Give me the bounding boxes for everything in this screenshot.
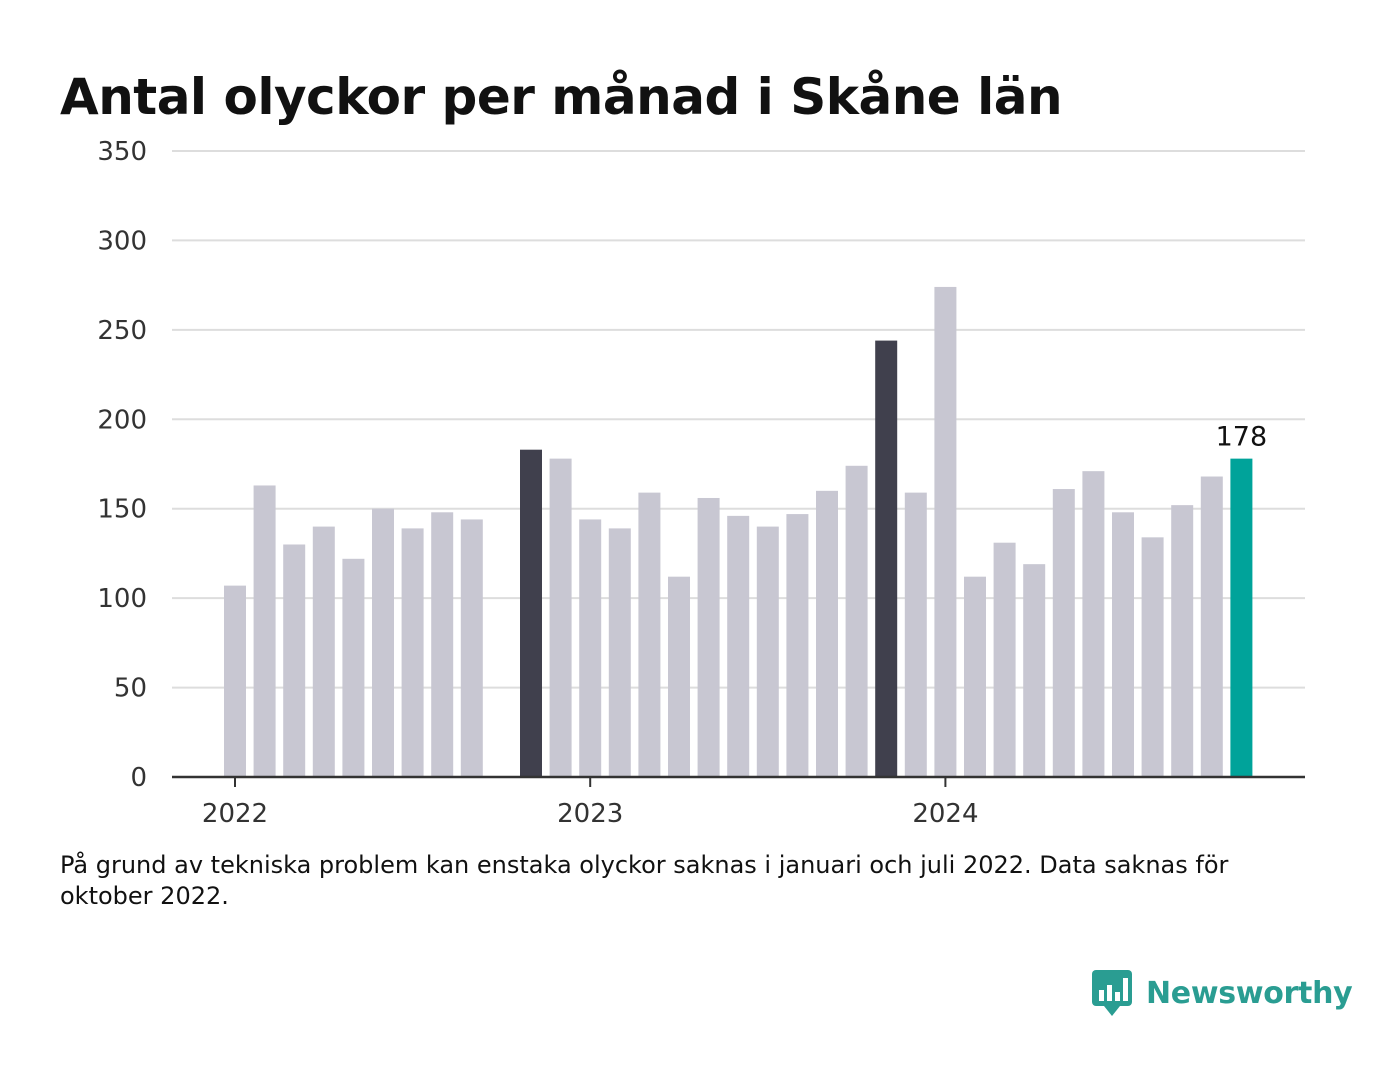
bar (579, 519, 602, 777)
bar (1023, 564, 1046, 777)
bar-highlight (875, 340, 898, 777)
bar (460, 519, 483, 777)
y-tick-label: 100 (97, 584, 147, 614)
bar (1200, 476, 1223, 777)
bar (372, 508, 394, 777)
bar (1082, 471, 1105, 777)
y-tick-label: 150 (97, 495, 147, 525)
bar (283, 544, 306, 777)
bar (1112, 512, 1134, 777)
bar (964, 576, 986, 777)
y-tick-label: 200 (97, 405, 147, 435)
bar (816, 490, 838, 777)
bar (224, 585, 246, 777)
bar (312, 526, 335, 777)
newsworthy-logo-icon (1092, 970, 1132, 1016)
bar-chart: 0 50 100 150 200 250 300 350 2022 2023 2024 178 (97, 137, 1305, 829)
x-axis-ticks: 2022 2023 2024 (202, 777, 978, 829)
bar (934, 286, 957, 777)
y-tick-label: 250 (97, 316, 147, 346)
bar (1141, 537, 1164, 777)
bar (342, 558, 365, 777)
bar (431, 512, 454, 777)
x-tick-label: 2023 (557, 799, 623, 829)
brand-logo: Newsworthy (1090, 968, 1353, 1018)
brand-name: Newsworthy (1146, 975, 1353, 1011)
bar (845, 465, 868, 777)
footnote: På grund av tekniska problem kan enstaka… (60, 851, 1229, 910)
bar-latest (1230, 458, 1253, 777)
y-tick-label: 0 (130, 763, 147, 793)
bar (727, 515, 750, 777)
bar (401, 528, 424, 777)
bar (253, 485, 276, 777)
y-tick-label: 350 (97, 137, 147, 167)
x-tick-label: 2022 (202, 799, 268, 829)
bars (224, 286, 1253, 777)
data-labels: 178 (1216, 422, 1268, 453)
bar (786, 514, 809, 777)
y-axis-ticks: 0 50 100 150 200 250 300 350 (97, 137, 147, 793)
bar (608, 528, 631, 777)
data-label: 178 (1216, 422, 1268, 453)
bar (638, 492, 661, 777)
bar (1052, 489, 1075, 777)
bar (1171, 505, 1194, 777)
bar (756, 526, 779, 777)
chart-title: Antal olyckor per månad i Skåne län (60, 68, 1063, 126)
bar (697, 497, 720, 777)
bar-highlight (520, 449, 542, 777)
y-tick-label: 300 (97, 226, 147, 256)
bar (993, 542, 1016, 777)
bar (904, 492, 927, 777)
y-tick-label: 50 (114, 674, 147, 704)
bar (668, 576, 690, 777)
bar (549, 458, 572, 777)
x-tick-label: 2024 (912, 799, 978, 829)
